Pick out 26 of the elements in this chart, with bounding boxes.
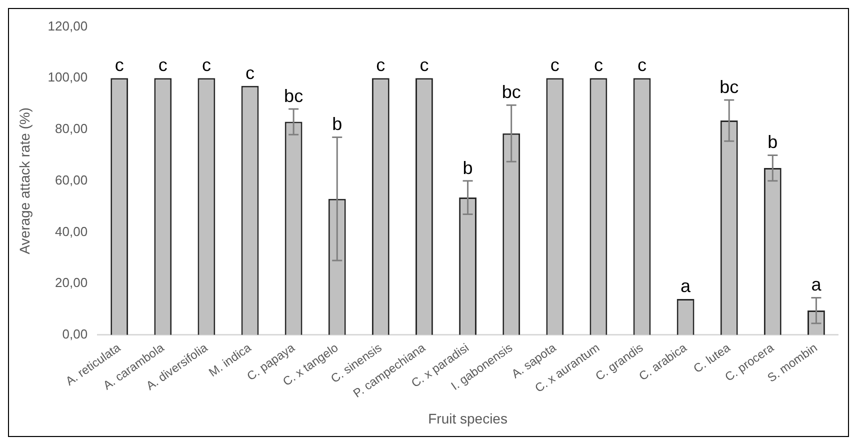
y-tick-label: 0,00 <box>62 326 88 342</box>
annotation: c <box>376 55 386 76</box>
annotation: b <box>462 158 473 178</box>
y-tick-label: 120,00 <box>48 18 88 34</box>
y-tick-label: 20,00 <box>55 275 88 290</box>
annotation: bc <box>502 82 521 102</box>
annotation: c <box>638 55 646 76</box>
annotation: bc <box>720 76 739 97</box>
annotation: c <box>550 55 560 76</box>
y-tick-label: 40,00 <box>55 224 88 239</box>
y-tick-label: 80,00 <box>55 121 88 136</box>
annotation: a <box>680 276 692 296</box>
annotation: a <box>811 274 822 295</box>
annotation: c <box>594 55 603 76</box>
x-axis-title: Fruit species <box>428 410 508 426</box>
y-tick-label: 100,00 <box>48 70 88 85</box>
annotation: c <box>202 55 211 76</box>
annotation: c <box>158 55 168 76</box>
annotation: c <box>246 62 255 83</box>
annotation: c <box>114 55 124 76</box>
y-tick-label: 60,00 <box>55 172 88 188</box>
annotation: bc <box>284 86 304 106</box>
annotation: b <box>768 132 778 152</box>
annotation: b <box>332 114 342 134</box>
y-axis-title: Average attack rate (%) <box>16 107 32 254</box>
annotation: c <box>420 55 429 76</box>
